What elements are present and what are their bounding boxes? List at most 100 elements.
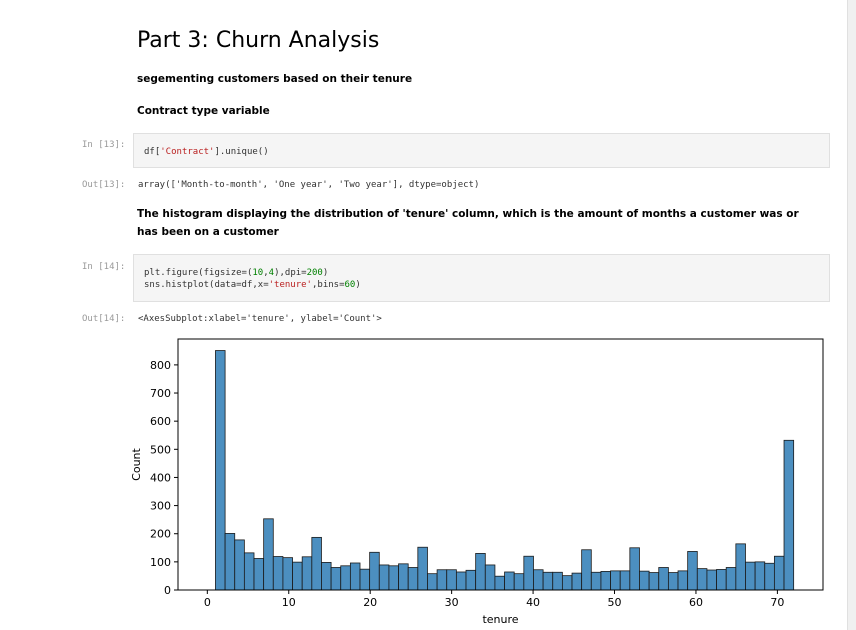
code-number: 60 bbox=[344, 280, 356, 290]
x-tick-label: 30 bbox=[445, 596, 459, 609]
code-cell-13[interactable]: df['Contract'].unique() bbox=[133, 133, 830, 168]
histogram-bar bbox=[581, 549, 592, 591]
x-tick-label: 60 bbox=[689, 596, 703, 609]
out-prompt-13: Out[13]: bbox=[82, 180, 126, 190]
histogram-bar bbox=[349, 562, 361, 591]
histogram-bar bbox=[446, 569, 457, 591]
x-tick-label: 70 bbox=[770, 596, 784, 609]
code-token: ) bbox=[355, 280, 361, 290]
histogram-bar bbox=[783, 439, 795, 591]
code-token: plt.figure(figsize=( bbox=[144, 268, 253, 278]
y-axis-label: Count bbox=[130, 447, 143, 480]
code-token: ].unique() bbox=[214, 147, 269, 157]
histogram-bar bbox=[745, 561, 756, 591]
code-number: 200 bbox=[306, 268, 323, 278]
contract-label-text: Contract type variable bbox=[137, 105, 270, 117]
x-axis-label: tenure bbox=[482, 613, 518, 626]
y-axis: 0 100 200 300 400 500 600 700 800 bbox=[150, 359, 178, 597]
y-tick-label: 600 bbox=[150, 415, 171, 428]
code-token: ) bbox=[322, 268, 329, 278]
histogram-bar bbox=[234, 539, 245, 591]
output-13: array(['Month-to-month', 'One year', 'Tw… bbox=[138, 180, 480, 190]
histogram-description: The histogram displaying the distributio… bbox=[137, 208, 799, 238]
histogram-bar bbox=[706, 569, 717, 591]
x-tick-label: 10 bbox=[282, 596, 296, 609]
y-tick-label: 200 bbox=[150, 528, 171, 541]
histogram-bar bbox=[773, 555, 785, 591]
plot-frame bbox=[177, 338, 824, 591]
histogram-bar bbox=[725, 567, 737, 591]
in-prompt-13: In [13]: bbox=[82, 140, 126, 150]
histogram-bar bbox=[253, 558, 265, 591]
histogram-bar bbox=[321, 562, 332, 591]
histogram-bar bbox=[475, 553, 486, 591]
code-string: 'tenure' bbox=[268, 280, 312, 290]
histogram-bar bbox=[533, 569, 544, 591]
code-cell-14[interactable]: plt.figure(figsize=(10,4),dpi=200) sns.h… bbox=[133, 254, 830, 302]
histogram-bar bbox=[600, 571, 611, 591]
scrollbar-track[interactable] bbox=[847, 0, 856, 630]
histogram-bar bbox=[398, 563, 409, 591]
y-tick-label: 100 bbox=[150, 556, 171, 569]
histogram-bar bbox=[301, 556, 313, 591]
histogram-bar bbox=[590, 571, 602, 591]
histogram-bar bbox=[716, 569, 727, 591]
code-number: 4 bbox=[268, 268, 275, 278]
histogram-bar bbox=[311, 536, 322, 591]
histogram-bar bbox=[552, 571, 563, 591]
y-tick-label: 400 bbox=[150, 471, 171, 484]
histogram-bar bbox=[263, 518, 274, 591]
histogram-bar bbox=[629, 547, 640, 591]
histogram-bar bbox=[639, 570, 650, 591]
x-tick-label: 20 bbox=[363, 596, 377, 609]
histogram-bar bbox=[407, 567, 419, 591]
histogram-bar bbox=[224, 533, 236, 591]
histogram-bar bbox=[561, 575, 573, 591]
y-tick-label: 300 bbox=[150, 500, 171, 513]
y-tick-label: 800 bbox=[150, 359, 171, 372]
histogram-bar bbox=[494, 575, 505, 591]
code-line-1: plt.figure(figsize=(10,4),dpi=200) bbox=[144, 267, 829, 279]
histogram-bar bbox=[513, 573, 525, 591]
histogram-bar bbox=[417, 546, 428, 591]
histogram-bar bbox=[455, 571, 467, 591]
x-tick-label: 50 bbox=[608, 596, 622, 609]
code-token: ,bins= bbox=[311, 280, 345, 290]
histogram-bar bbox=[610, 570, 621, 591]
histogram-bar bbox=[292, 561, 303, 591]
code-token: sns.histplot(data=df,x= bbox=[144, 280, 269, 290]
output-14: <AxesSubplot:xlabel='tenure', ylabel='Co… bbox=[138, 314, 382, 324]
histogram-bar bbox=[378, 564, 390, 591]
histogram-bar bbox=[427, 573, 438, 591]
y-tick-label: 500 bbox=[150, 443, 171, 456]
histogram-bar bbox=[282, 557, 293, 591]
histogram-bar bbox=[484, 564, 496, 591]
in-prompt-14: In [14]: bbox=[82, 262, 126, 272]
x-tick-label: 0 bbox=[204, 596, 211, 609]
histogram-bar bbox=[504, 571, 515, 591]
histogram-bar bbox=[658, 567, 669, 591]
histogram-bar bbox=[619, 570, 631, 591]
code-number: 10 bbox=[252, 268, 264, 278]
code-string: 'Contract' bbox=[160, 147, 215, 157]
histogram-bar bbox=[754, 561, 766, 591]
histogram-bar bbox=[696, 568, 708, 591]
histogram-bar bbox=[764, 562, 775, 591]
histogram-bar bbox=[677, 570, 689, 591]
page-title: Part 3: Churn Analysis bbox=[137, 28, 380, 53]
histogram-bar bbox=[523, 555, 534, 591]
histogram-bar bbox=[272, 556, 284, 591]
y-tick-label: 700 bbox=[150, 387, 171, 400]
code-token: , bbox=[263, 268, 269, 278]
out-prompt-14: Out[14]: bbox=[82, 314, 126, 324]
histogram-bar bbox=[330, 567, 342, 591]
histogram-bar bbox=[648, 572, 660, 591]
x-tick-label: 40 bbox=[526, 596, 540, 609]
histogram-bar bbox=[359, 568, 371, 591]
x-axis: 0 10 20 30 40 50 60 70 bbox=[204, 590, 784, 609]
y-tick-label: 0 bbox=[164, 584, 171, 597]
histogram-bar bbox=[465, 569, 477, 591]
histogram-bar bbox=[571, 572, 583, 591]
histogram-bar bbox=[542, 571, 554, 591]
